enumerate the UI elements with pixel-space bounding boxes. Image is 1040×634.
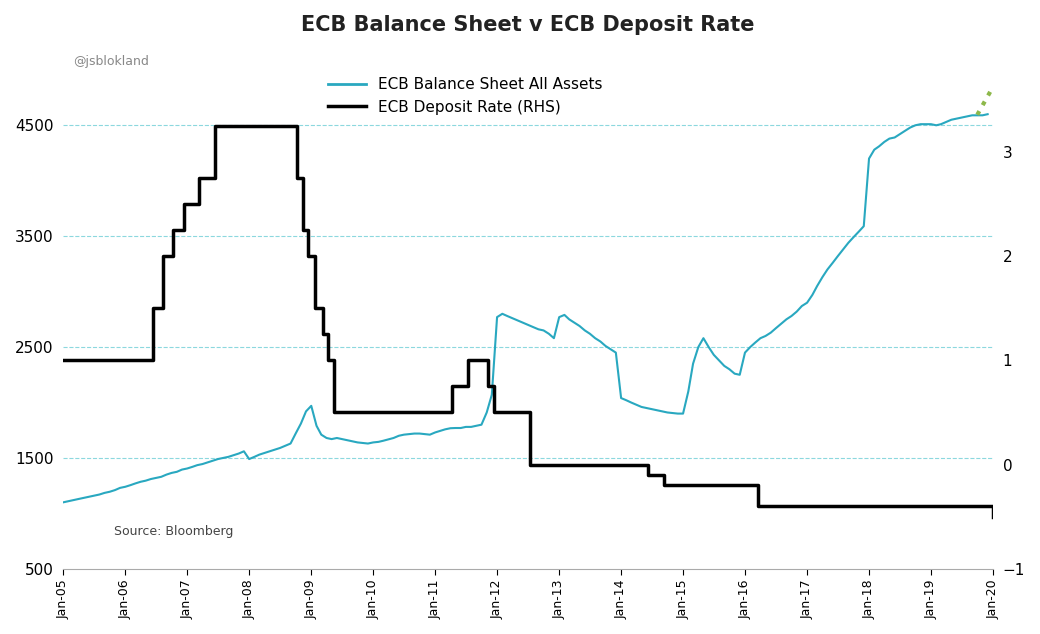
Text: Source: Bloomberg: Source: Bloomberg	[114, 524, 234, 538]
Text: @jsblokland: @jsblokland	[73, 56, 149, 68]
Legend: ECB Balance Sheet All Assets, ECB Deposit Rate (RHS): ECB Balance Sheet All Assets, ECB Deposi…	[322, 71, 609, 121]
Title: ECB Balance Sheet v ECB Deposit Rate: ECB Balance Sheet v ECB Deposit Rate	[302, 15, 755, 35]
